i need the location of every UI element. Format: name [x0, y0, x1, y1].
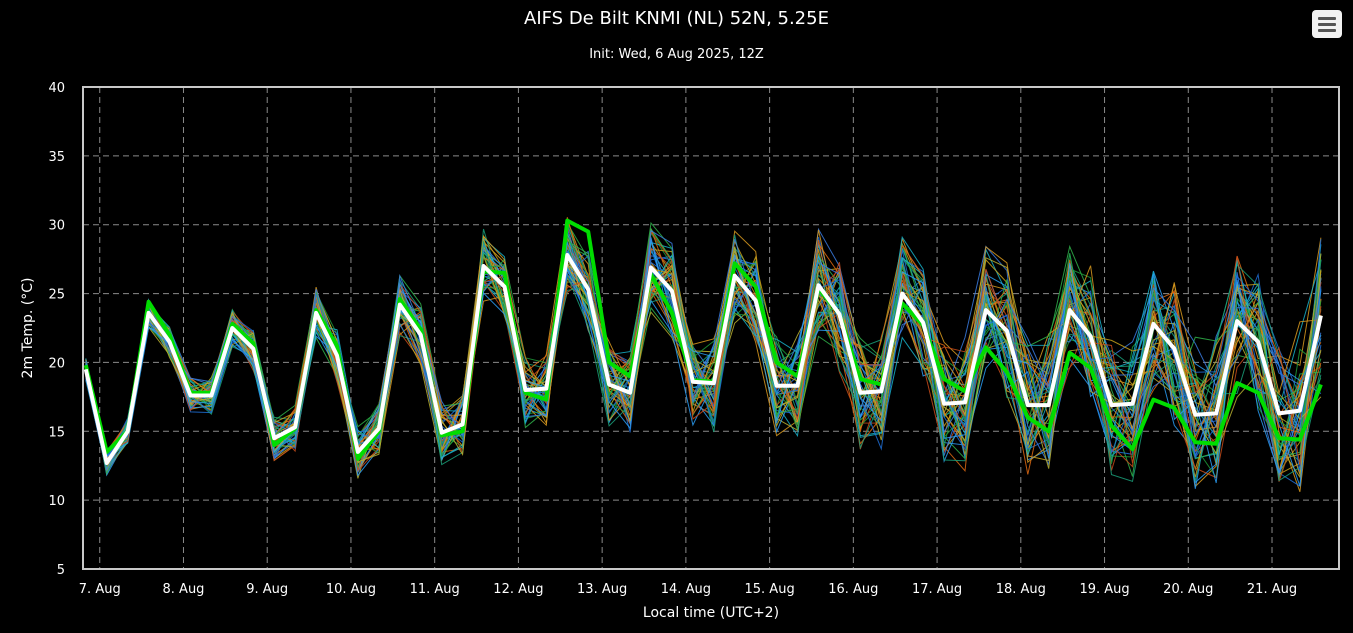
ensemble-member-line	[85, 234, 1322, 458]
ensemble-member-line	[85, 241, 1322, 482]
x-tick-label: 16. Aug	[828, 582, 878, 597]
y-tick-label: 25	[48, 288, 65, 303]
hamburger-menu-icon	[1318, 23, 1336, 26]
x-tick-label: 13. Aug	[577, 582, 627, 597]
y-axis: 5 10 15 20 25 30 35 40	[48, 81, 65, 578]
plot-frame	[82, 86, 1340, 570]
mean-series-line	[83, 253, 1323, 465]
x-tick-label: 11. Aug	[410, 582, 460, 597]
x-tick-label: 17. Aug	[912, 582, 962, 597]
y-tick-label: 30	[48, 219, 65, 234]
x-tick-label: 20. Aug	[1163, 582, 1213, 597]
y-tick-label: 35	[48, 150, 65, 165]
y-tick-label: 40	[48, 81, 65, 96]
ensemble-member-line	[85, 221, 1322, 464]
x-tick-label: 10. Aug	[326, 582, 376, 597]
x-tick-label: 21. Aug	[1247, 582, 1297, 597]
ensemble-member-line	[85, 242, 1322, 482]
series-lines	[83, 218, 1323, 465]
x-tick-label: 9. Aug	[246, 582, 288, 597]
y-tick-label: 15	[48, 425, 65, 440]
x-axis-title: Local time (UTC+2)	[643, 605, 779, 621]
x-tick-label: 14. Aug	[661, 582, 711, 597]
hamburger-menu-icon	[1318, 29, 1336, 32]
ensemble-member-line	[85, 252, 1322, 483]
y-axis-title: 2m Temp. (°C)	[20, 278, 36, 379]
x-tick-label: 15. Aug	[745, 582, 795, 597]
x-tick-label: 18. Aug	[996, 582, 1046, 597]
x-tick-label: 12. Aug	[493, 582, 543, 597]
hamburger-menu-icon	[1318, 17, 1336, 20]
ensemble-member-line	[85, 229, 1321, 456]
y-tick-label: 5	[57, 563, 65, 578]
ensemble-members	[85, 217, 1322, 492]
chart-title: AIFS De Bilt KNMI (NL) 52N, 5.25E	[524, 8, 829, 29]
chart-menu-button[interactable]	[1312, 10, 1342, 38]
x-tick-label: 8. Aug	[163, 582, 205, 597]
y-tick-label: 20	[48, 356, 65, 371]
ensemble-member-line	[85, 237, 1322, 489]
y-tick-label: 10	[48, 494, 65, 509]
ensemble-member-line	[85, 230, 1322, 473]
chart-subtitle: Init: Wed, 6 Aug 2025, 12Z	[589, 47, 764, 62]
x-axis: 7. Aug 8. Aug 9. Aug 10. Aug 11. Aug 12. Aug 1…	[79, 582, 1297, 597]
x-tick-label: 19. Aug	[1079, 582, 1129, 597]
ensemble-member-line	[85, 234, 1322, 470]
x-tick-label: 7. Aug	[79, 582, 121, 597]
ensemble-member-line	[85, 266, 1322, 456]
